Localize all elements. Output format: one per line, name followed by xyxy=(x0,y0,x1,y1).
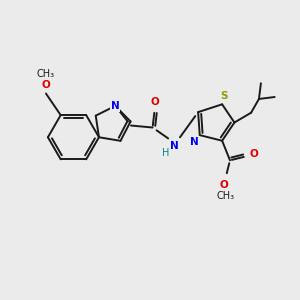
Text: N: N xyxy=(170,141,178,151)
Text: S: S xyxy=(220,92,228,101)
Text: O: O xyxy=(220,180,229,190)
Text: CH₃: CH₃ xyxy=(217,191,235,201)
Text: H: H xyxy=(162,148,169,158)
Text: O: O xyxy=(249,149,258,160)
Text: O: O xyxy=(150,97,159,107)
Text: N: N xyxy=(190,137,199,147)
Text: N: N xyxy=(111,101,120,111)
Text: CH₃: CH₃ xyxy=(37,69,55,79)
Text: O: O xyxy=(42,80,50,90)
